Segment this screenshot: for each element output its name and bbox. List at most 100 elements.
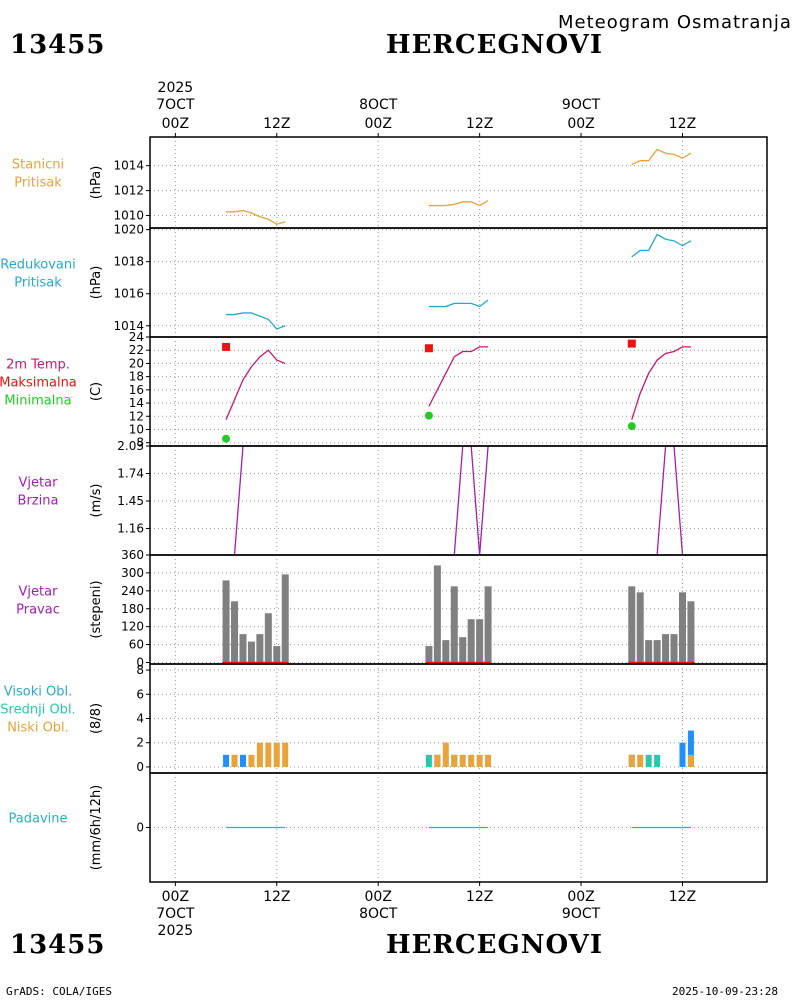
cloud-bar bbox=[628, 754, 635, 767]
wind-direction-bar bbox=[467, 619, 475, 663]
y-axis-label: (hPa) bbox=[89, 266, 104, 300]
station-id-bottom: 13455 bbox=[10, 930, 106, 960]
y-axis-label: (stepeni) bbox=[89, 580, 104, 638]
wind-direction-bar bbox=[273, 646, 281, 663]
panel-label: Minimalna bbox=[4, 394, 71, 409]
max-temp-marker bbox=[627, 339, 636, 348]
cloud-bar bbox=[273, 742, 280, 767]
series-line bbox=[428, 346, 489, 407]
series-line bbox=[631, 346, 691, 420]
cloud-bar bbox=[476, 754, 483, 767]
top-date-label: 7OCT bbox=[156, 97, 195, 113]
cloud-bar bbox=[485, 754, 492, 767]
wind-direction-bar bbox=[645, 640, 653, 663]
bottom-year-label: 2025 bbox=[158, 923, 194, 939]
panel-label: Srednji Obl. bbox=[0, 703, 75, 718]
y-tick-label: 18 bbox=[129, 370, 144, 384]
wind-direction-bar bbox=[670, 634, 678, 663]
wind-direction-bar bbox=[231, 601, 239, 663]
wind-direction-bar bbox=[653, 640, 661, 663]
y-tick-label: 1014 bbox=[113, 319, 144, 333]
min-temp-marker bbox=[222, 434, 231, 443]
y-axis-label: (m/s) bbox=[89, 484, 104, 518]
wind-direction-bar bbox=[433, 565, 441, 663]
y-tick-label: 1018 bbox=[113, 255, 144, 269]
panel-label: Pritisak bbox=[14, 276, 62, 291]
y-tick-label: 120 bbox=[121, 620, 144, 634]
wind-direction-bar bbox=[425, 646, 433, 663]
y-tick-label: 14 bbox=[129, 396, 144, 410]
y-tick-label: 360 bbox=[121, 548, 144, 562]
series-line bbox=[226, 209, 286, 225]
y-tick-label: 22 bbox=[129, 343, 144, 357]
wind-direction-bar bbox=[450, 586, 458, 663]
top-time-label: 12Z bbox=[669, 116, 696, 132]
cloud-bar bbox=[248, 754, 255, 767]
y-tick-label: 0 bbox=[136, 656, 144, 670]
wind-direction-bar bbox=[476, 619, 484, 663]
y-tick-label: 240 bbox=[121, 584, 144, 598]
bottom-time-label: 00Z bbox=[365, 889, 392, 905]
min-temp-marker bbox=[627, 422, 636, 431]
y-tick-label: 1.74 bbox=[117, 466, 144, 480]
y-tick-label: 10 bbox=[129, 422, 144, 436]
y-tick-label: 1014 bbox=[113, 159, 144, 173]
y-tick-label: 20 bbox=[129, 356, 144, 370]
y-tick-label: 8 bbox=[136, 663, 144, 677]
series-line bbox=[428, 200, 489, 207]
cloud-bar bbox=[451, 754, 458, 767]
y-tick-label: 1020 bbox=[113, 223, 144, 237]
y-axis-label: (C) bbox=[89, 382, 104, 401]
panel-label: Pravac bbox=[16, 603, 60, 618]
y-tick-label: 1.16 bbox=[117, 521, 144, 535]
cloud-bar bbox=[637, 754, 644, 767]
max-temp-marker bbox=[222, 342, 231, 351]
y-tick-label: 1.45 bbox=[117, 494, 144, 508]
cloud-bar bbox=[459, 754, 466, 767]
series-line bbox=[428, 299, 489, 308]
panel-label: Maksimalna bbox=[0, 376, 77, 391]
cloud-bar bbox=[265, 742, 272, 767]
bottom-time-label: 00Z bbox=[567, 889, 594, 905]
station-id-top: 13455 bbox=[10, 30, 106, 60]
wind-direction-bar bbox=[678, 592, 686, 663]
wind-direction-bar bbox=[264, 613, 272, 663]
top-time-label: 12Z bbox=[466, 116, 493, 132]
y-axis-label: (8/8) bbox=[89, 703, 104, 734]
wind-direction-bar bbox=[256, 634, 264, 663]
top-time-label: 00Z bbox=[162, 116, 189, 132]
wind-direction-bar bbox=[662, 634, 670, 663]
wind-direction-bar bbox=[628, 586, 636, 663]
series-line bbox=[631, 233, 692, 258]
y-axis-label: (mm/6h/12h) bbox=[89, 785, 104, 871]
wind-direction-bar bbox=[636, 592, 644, 663]
y-tick-label: 16 bbox=[129, 383, 144, 397]
wind-direction-bar bbox=[459, 637, 467, 663]
wind-direction-bar bbox=[442, 640, 450, 663]
panel-label: Visoki Obl. bbox=[4, 685, 72, 700]
cloud-bar bbox=[679, 742, 686, 767]
cloud-bar bbox=[468, 754, 475, 767]
cloud-bar bbox=[687, 754, 694, 767]
bottom-time-label: 00Z bbox=[162, 889, 189, 905]
cloud-bar bbox=[687, 730, 694, 767]
y-tick-label: 180 bbox=[121, 602, 144, 616]
wind-direction-bar bbox=[687, 601, 695, 663]
cloud-bar bbox=[434, 754, 441, 767]
top-date-label: 8OCT bbox=[359, 97, 398, 113]
y-tick-label: 0 bbox=[136, 821, 144, 835]
cloud-bar bbox=[256, 742, 263, 767]
panel-label: Vjetar bbox=[19, 585, 59, 600]
panel-label: Redukovani bbox=[0, 258, 75, 273]
cloud-bar bbox=[223, 754, 230, 767]
generated-timestamp: 2025-10-09-23:28 bbox=[672, 985, 778, 998]
cloud-bar bbox=[231, 754, 238, 767]
series-line bbox=[631, 148, 692, 166]
wind-direction-bar bbox=[239, 634, 247, 663]
bottom-date-label: 7OCT bbox=[156, 906, 195, 922]
cloud-bar bbox=[239, 754, 246, 767]
panel-label: 2m Temp. bbox=[6, 358, 70, 373]
wind-direction-bar bbox=[247, 641, 255, 663]
grads-credit: GrADS: COLA/IGES bbox=[6, 985, 112, 998]
bottom-time-label: 12Z bbox=[466, 889, 493, 905]
